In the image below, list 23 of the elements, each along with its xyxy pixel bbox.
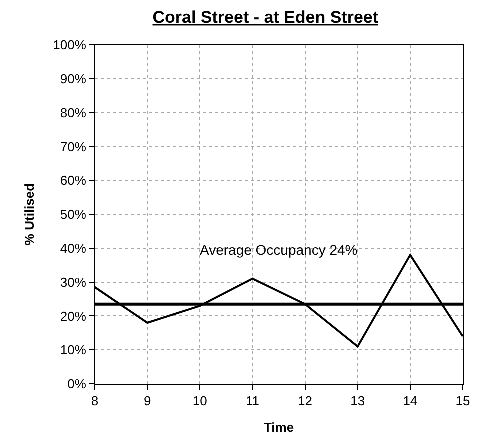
x-tick-label: 15 (456, 394, 470, 409)
y-tick-label: 70% (60, 139, 87, 154)
y-tick-label: 80% (60, 105, 87, 120)
y-tick-label: 50% (60, 207, 87, 222)
x-tick-label: 8 (91, 394, 99, 409)
x-tick-label: 11 (246, 394, 260, 409)
y-tick-label: 30% (60, 274, 87, 290)
y-tick-label: 0% (68, 376, 87, 392)
y-tick-label: 60% (60, 173, 87, 188)
x-tick-label: 14 (403, 394, 418, 409)
x-tick-label: 13 (350, 394, 366, 409)
y-tick-label: 100% (53, 38, 87, 53)
y-axis-title: % Utilised (22, 183, 38, 246)
y-tick-label: 40% (60, 240, 87, 256)
x-tick-label: 10 (192, 394, 208, 409)
x-axis-title: Time (264, 420, 294, 436)
x-tick-label: 9 (144, 394, 152, 409)
x-tick-label: 12 (298, 394, 313, 409)
y-tick-label: 10% (60, 342, 87, 358)
y-tick-label: 90% (60, 71, 87, 86)
ref-line-label: Average Occupancy 24% (200, 242, 358, 258)
y-tick-label: 20% (60, 308, 87, 324)
chart-title: Coral Street - at Eden Street (152, 8, 379, 27)
